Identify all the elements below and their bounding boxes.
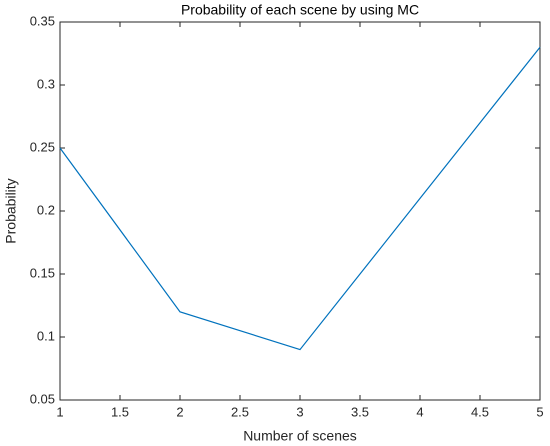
y-tick-label: 0.15	[30, 265, 55, 280]
x-tick-label: 3.5	[351, 404, 369, 419]
y-axis-label: Probability	[3, 178, 19, 243]
data-line	[59, 46, 541, 351]
x-tick-label: 2.5	[231, 404, 249, 419]
x-tick-label: 1.5	[111, 404, 129, 419]
x-tick-label: 4.5	[471, 404, 489, 419]
y-tick-label: 0.05	[30, 391, 55, 406]
y-tick-label: 0.2	[37, 202, 55, 217]
y-tick-label: 0.3	[37, 76, 55, 91]
x-tick-label: 5	[536, 404, 543, 419]
x-tick-label: 4	[416, 404, 423, 419]
x-axis-label: Number of scenes	[243, 428, 357, 444]
plot-frame	[59, 21, 541, 401]
y-tick-label: 0.25	[30, 139, 55, 154]
chart-title: Probability of each scene by using MC	[181, 2, 419, 18]
x-tick-label: 2	[176, 404, 183, 419]
y-tick-label: 0.35	[30, 13, 55, 28]
y-tick-label: 0.1	[37, 328, 55, 343]
x-tick-label: 3	[296, 404, 303, 419]
x-tick-label: 1	[56, 404, 63, 419]
